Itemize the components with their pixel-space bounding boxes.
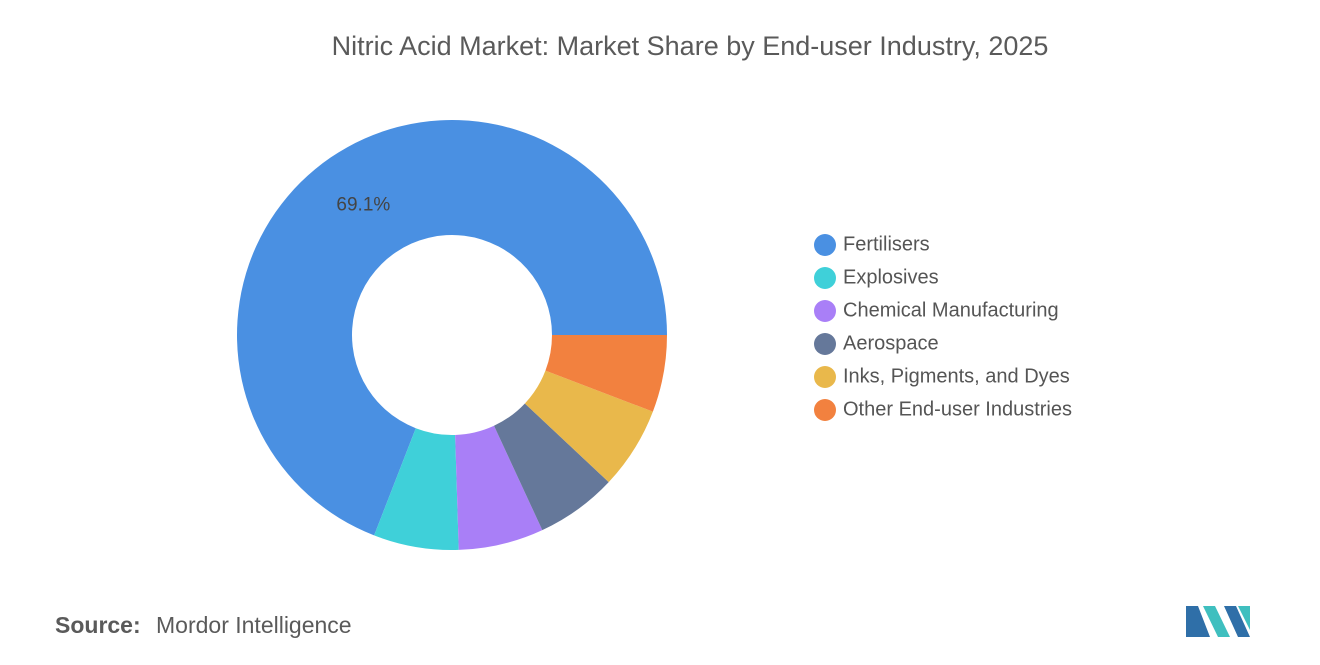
legend-label: Inks, Pigments, and Dyes [843,365,1070,387]
logo-part [1224,606,1250,637]
data-label: 69.1% [336,194,390,215]
donut-segment [524,370,653,483]
legend-marker [814,300,836,322]
chart-title: Nitric Acid Market: Market Share by End-… [332,31,1049,61]
legend-label: Aerospace [843,332,939,354]
legend-label: Other End-user Industries [843,398,1072,420]
logo [1186,606,1250,637]
donut-segment [545,335,667,412]
legend-marker [814,366,836,388]
source-text: Mordor Intelligence [156,612,352,638]
legend-label: Explosives [843,266,939,288]
legend-marker [814,399,836,421]
source-label: Source: [55,612,141,638]
donut-segment [236,120,667,536]
legend-marker [814,267,836,289]
legend-marker [814,234,836,256]
donut-segment [374,428,459,550]
logo-part [1203,606,1230,637]
logo-part [1238,606,1250,630]
donut-segment [455,425,543,550]
donut-segment [494,403,609,531]
logo-part [1186,606,1210,637]
legend-marker [814,333,836,355]
legend-label: Fertilisers [843,233,930,255]
legend-label: Chemical Manufacturing [843,299,1059,321]
